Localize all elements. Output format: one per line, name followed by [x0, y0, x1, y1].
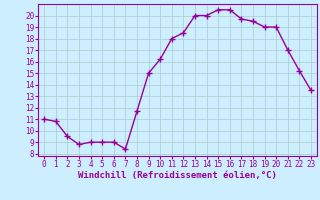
- X-axis label: Windchill (Refroidissement éolien,°C): Windchill (Refroidissement éolien,°C): [78, 171, 277, 180]
